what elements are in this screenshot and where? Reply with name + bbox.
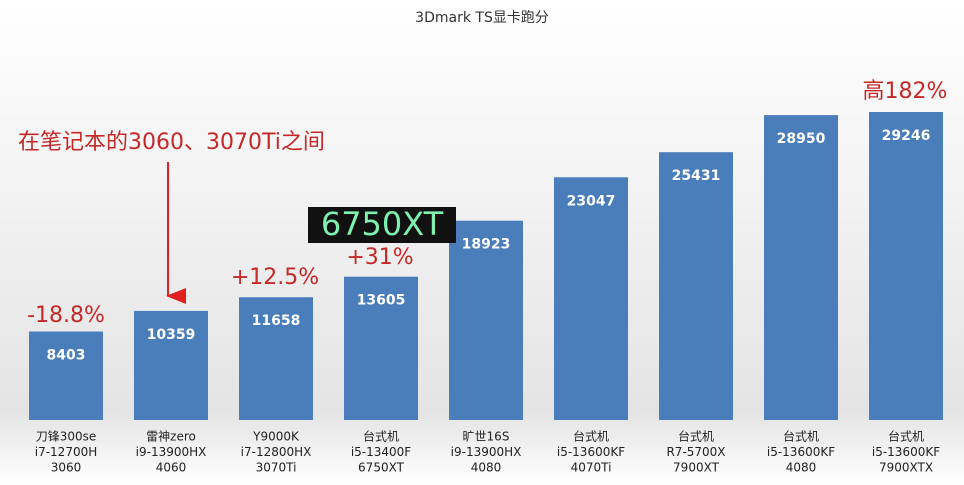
x-tick-label: 台式机 xyxy=(783,429,819,444)
x-tick-label: 7900XT xyxy=(673,461,720,475)
x-tick-label: 台式机 xyxy=(888,429,924,444)
x-tick-label: 3060 xyxy=(51,461,82,475)
annotation: +31% xyxy=(346,245,413,270)
x-tick-label: i7-12700H xyxy=(35,445,98,459)
bar xyxy=(29,331,103,420)
x-tick-label: i7-12800HX xyxy=(241,445,312,459)
bar xyxy=(554,177,628,420)
x-tick-label: 台式机 xyxy=(363,429,399,444)
annotation: +12.5% xyxy=(231,265,319,290)
bar xyxy=(764,115,838,420)
bar xyxy=(134,310,208,420)
annotation: 6750XT xyxy=(321,205,444,243)
annotation: 高182% xyxy=(863,79,948,104)
bar xyxy=(449,220,523,420)
annotation: 在笔记本的3060、3070Ti之间 xyxy=(18,130,325,155)
x-tick-label: 台式机 xyxy=(678,429,714,444)
x-tick-label: 4080 xyxy=(471,461,502,475)
x-tick-label: 台式机 xyxy=(573,429,609,444)
x-tick-label: R7-5700X xyxy=(666,445,725,459)
value-label: 28950 xyxy=(777,131,826,147)
x-tick-label: i9-13900HX xyxy=(451,445,522,459)
bar xyxy=(344,276,418,420)
x-tick-label: i5-13400F xyxy=(351,445,411,459)
x-tick-label: 雷神zero xyxy=(146,430,196,444)
x-tick-label: Y9000K xyxy=(252,430,300,444)
x-tick-label: i5-13600KF xyxy=(767,445,835,459)
x-tick-label: i5-13600KF xyxy=(872,445,940,459)
x-tick-label: 4080 xyxy=(786,461,817,475)
bar xyxy=(239,297,313,420)
value-label: 25431 xyxy=(672,168,721,184)
value-label: 18923 xyxy=(462,237,511,253)
x-tick-label: 6750XT xyxy=(358,461,405,475)
value-label: 13605 xyxy=(357,293,406,309)
x-tick-label: 4070Ti xyxy=(571,461,612,475)
annotation: -18.8% xyxy=(27,303,105,328)
chart-title: 3Dmark TS显卡跑分 xyxy=(415,10,549,26)
label-box xyxy=(308,207,456,243)
x-tick-label: 旷世16S xyxy=(463,430,510,444)
x-tick-label: 7900XTX xyxy=(879,461,933,475)
value-label: 29246 xyxy=(882,128,931,144)
bar xyxy=(869,112,943,420)
x-tick-label: 3070Ti xyxy=(256,461,297,475)
x-tick-label: 4060 xyxy=(156,461,187,475)
x-tick-label: i5-13600KF xyxy=(557,445,625,459)
x-tick-label: 刀锋300se xyxy=(36,430,97,444)
value-label: 10359 xyxy=(147,327,196,343)
value-label: 23047 xyxy=(567,193,616,209)
x-tick-label: i9-13900HX xyxy=(136,445,207,459)
value-label: 8403 xyxy=(47,348,86,364)
value-label: 11658 xyxy=(252,313,301,329)
bar xyxy=(659,152,733,420)
